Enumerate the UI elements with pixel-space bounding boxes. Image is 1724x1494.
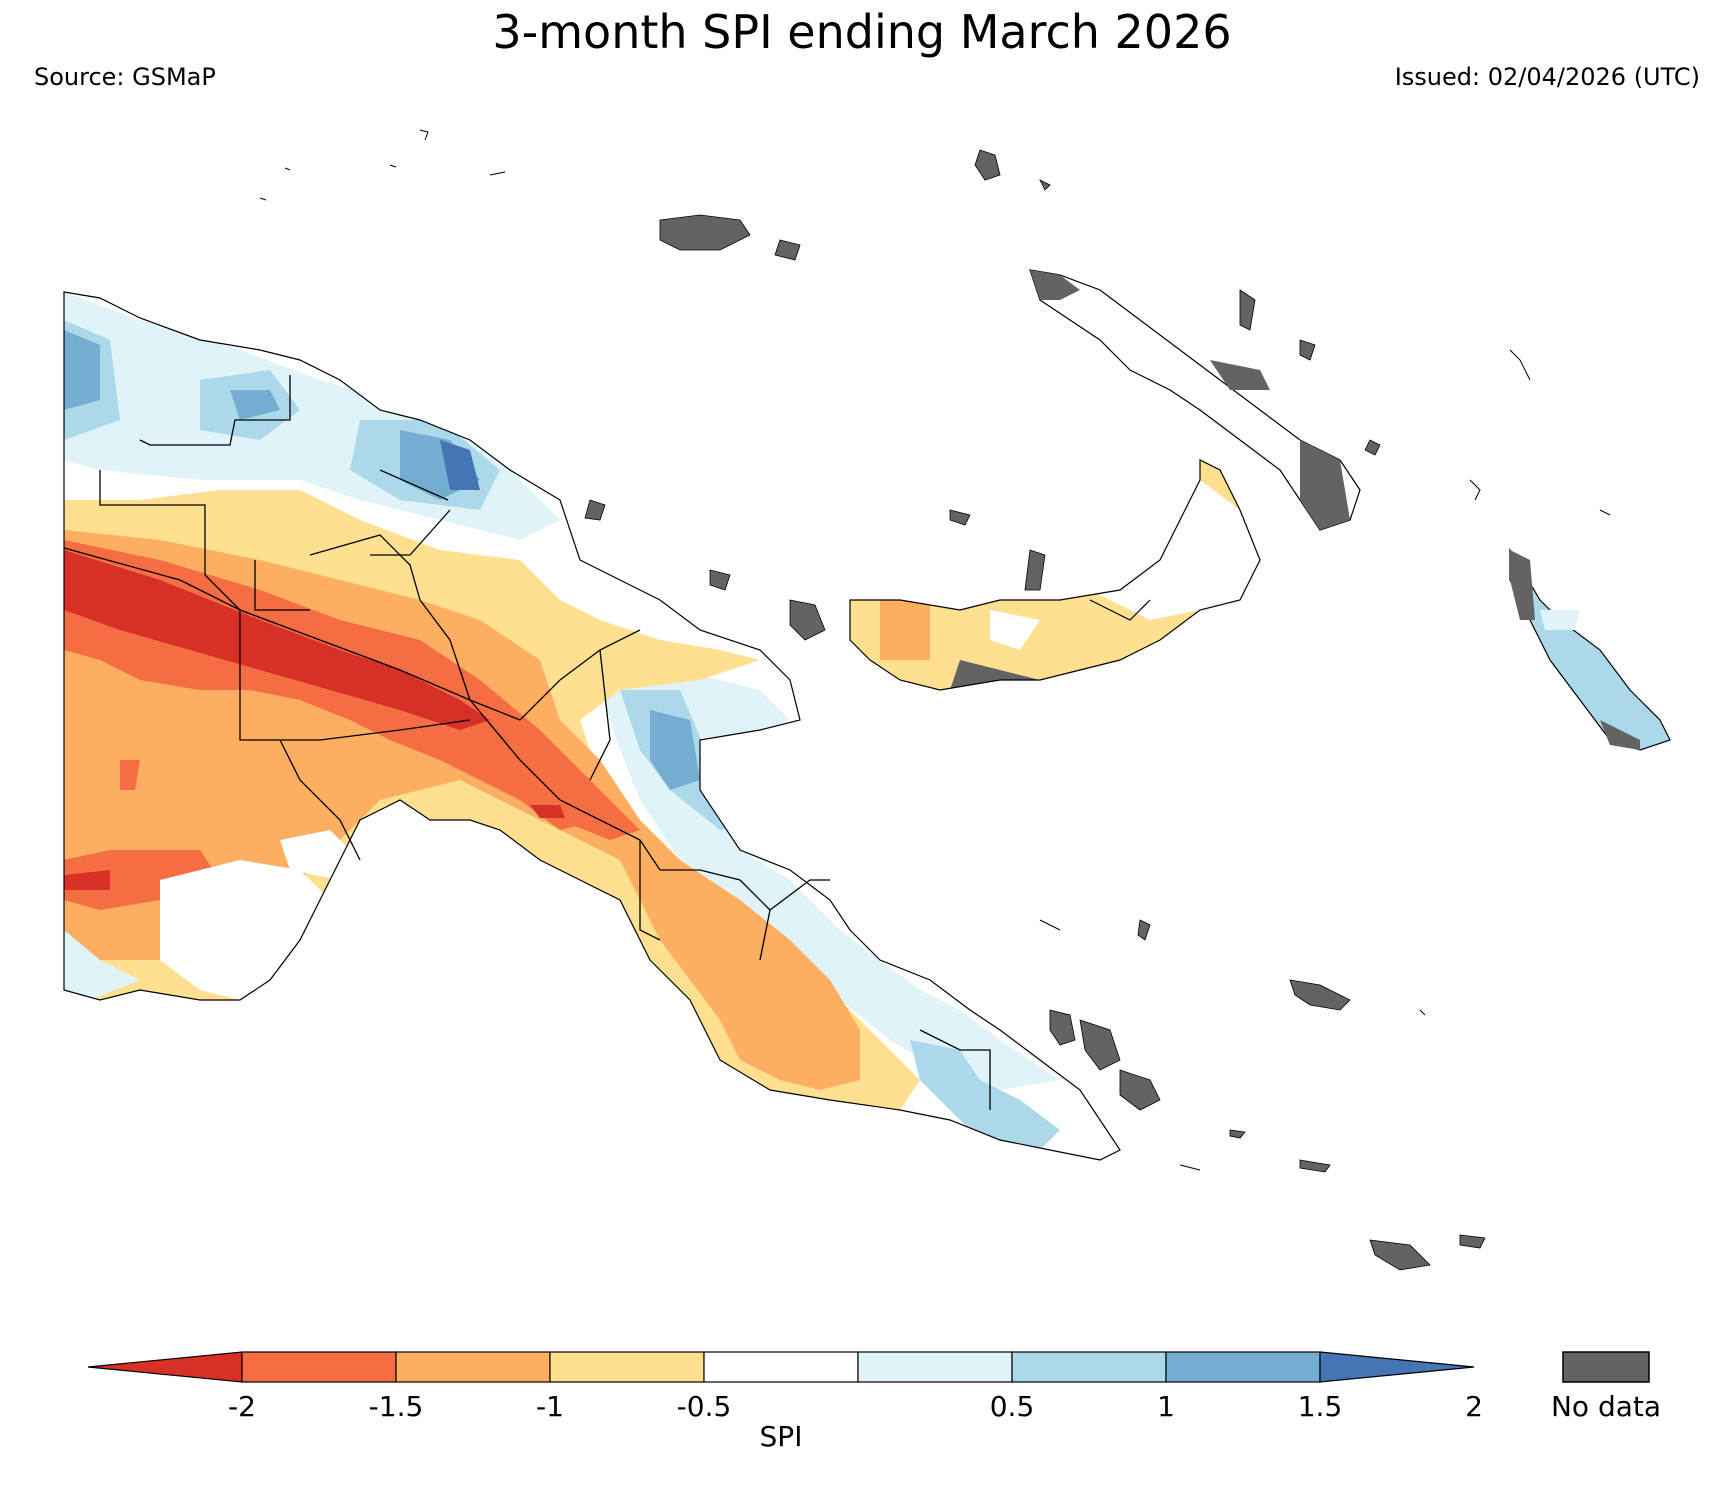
mainland-coastline — [63, 291, 1121, 1161]
colorbar-axis-label: SPI — [760, 1420, 803, 1453]
colorbar-segment — [549, 1351, 705, 1383]
colorbar-tick-label: 1.5 — [1298, 1390, 1343, 1423]
colorbar-tick-label: 2 — [1465, 1390, 1483, 1423]
issued-date-label: Issued: 02/04/2026 (UTC) — [1394, 63, 1700, 91]
new-ireland-island — [1029, 269, 1361, 531]
colorbar-segments — [87, 1351, 1475, 1383]
mainland-spi-field — [64, 292, 1120, 1160]
no-data-islands — [584, 149, 1486, 1271]
map-title: 3-month SPI ending March 2026 — [492, 5, 1232, 59]
colorbar-tick-label: -1 — [536, 1390, 564, 1423]
bougainville-island — [1509, 547, 1671, 751]
data-source-label: Source: GSMaP — [34, 63, 216, 91]
colorbar-tick-label: -0.5 — [677, 1390, 732, 1423]
colorbar-tick-label: -1.5 — [369, 1390, 424, 1423]
colorbar-tick-label: -2 — [228, 1390, 256, 1423]
nodata-label: No data — [1551, 1390, 1661, 1423]
colorbar-ticks: -2 -1.5 -1 -0.5 0.5 1 1.5 2 — [228, 1390, 1483, 1423]
colorbar-segment — [87, 1351, 243, 1383]
new-britain-spi-field — [850, 460, 1260, 690]
colorbar-segment — [1319, 1351, 1475, 1383]
colorbar-tick-label: 0.5 — [990, 1390, 1035, 1423]
province-boundaries — [63, 375, 991, 1110]
spi-map — [63, 129, 1671, 1271]
colorbar-tick-label: 1 — [1157, 1390, 1175, 1423]
colorbar-segment — [857, 1351, 1013, 1383]
small-islets — [259, 129, 1611, 1171]
colorbar-segment — [1011, 1351, 1167, 1383]
new-britain-coastline — [849, 459, 1261, 691]
spi-colorbar: -2 -1.5 -1 -0.5 0.5 1 1.5 2 No data SPI — [87, 1351, 1661, 1453]
colorbar-segment — [703, 1351, 859, 1383]
nodata-swatch — [1562, 1351, 1650, 1383]
colorbar-segment — [395, 1351, 551, 1383]
colorbar-segment — [1165, 1351, 1321, 1383]
new-britain-province-line — [1089, 599, 1151, 621]
colorbar-segment — [241, 1351, 397, 1383]
